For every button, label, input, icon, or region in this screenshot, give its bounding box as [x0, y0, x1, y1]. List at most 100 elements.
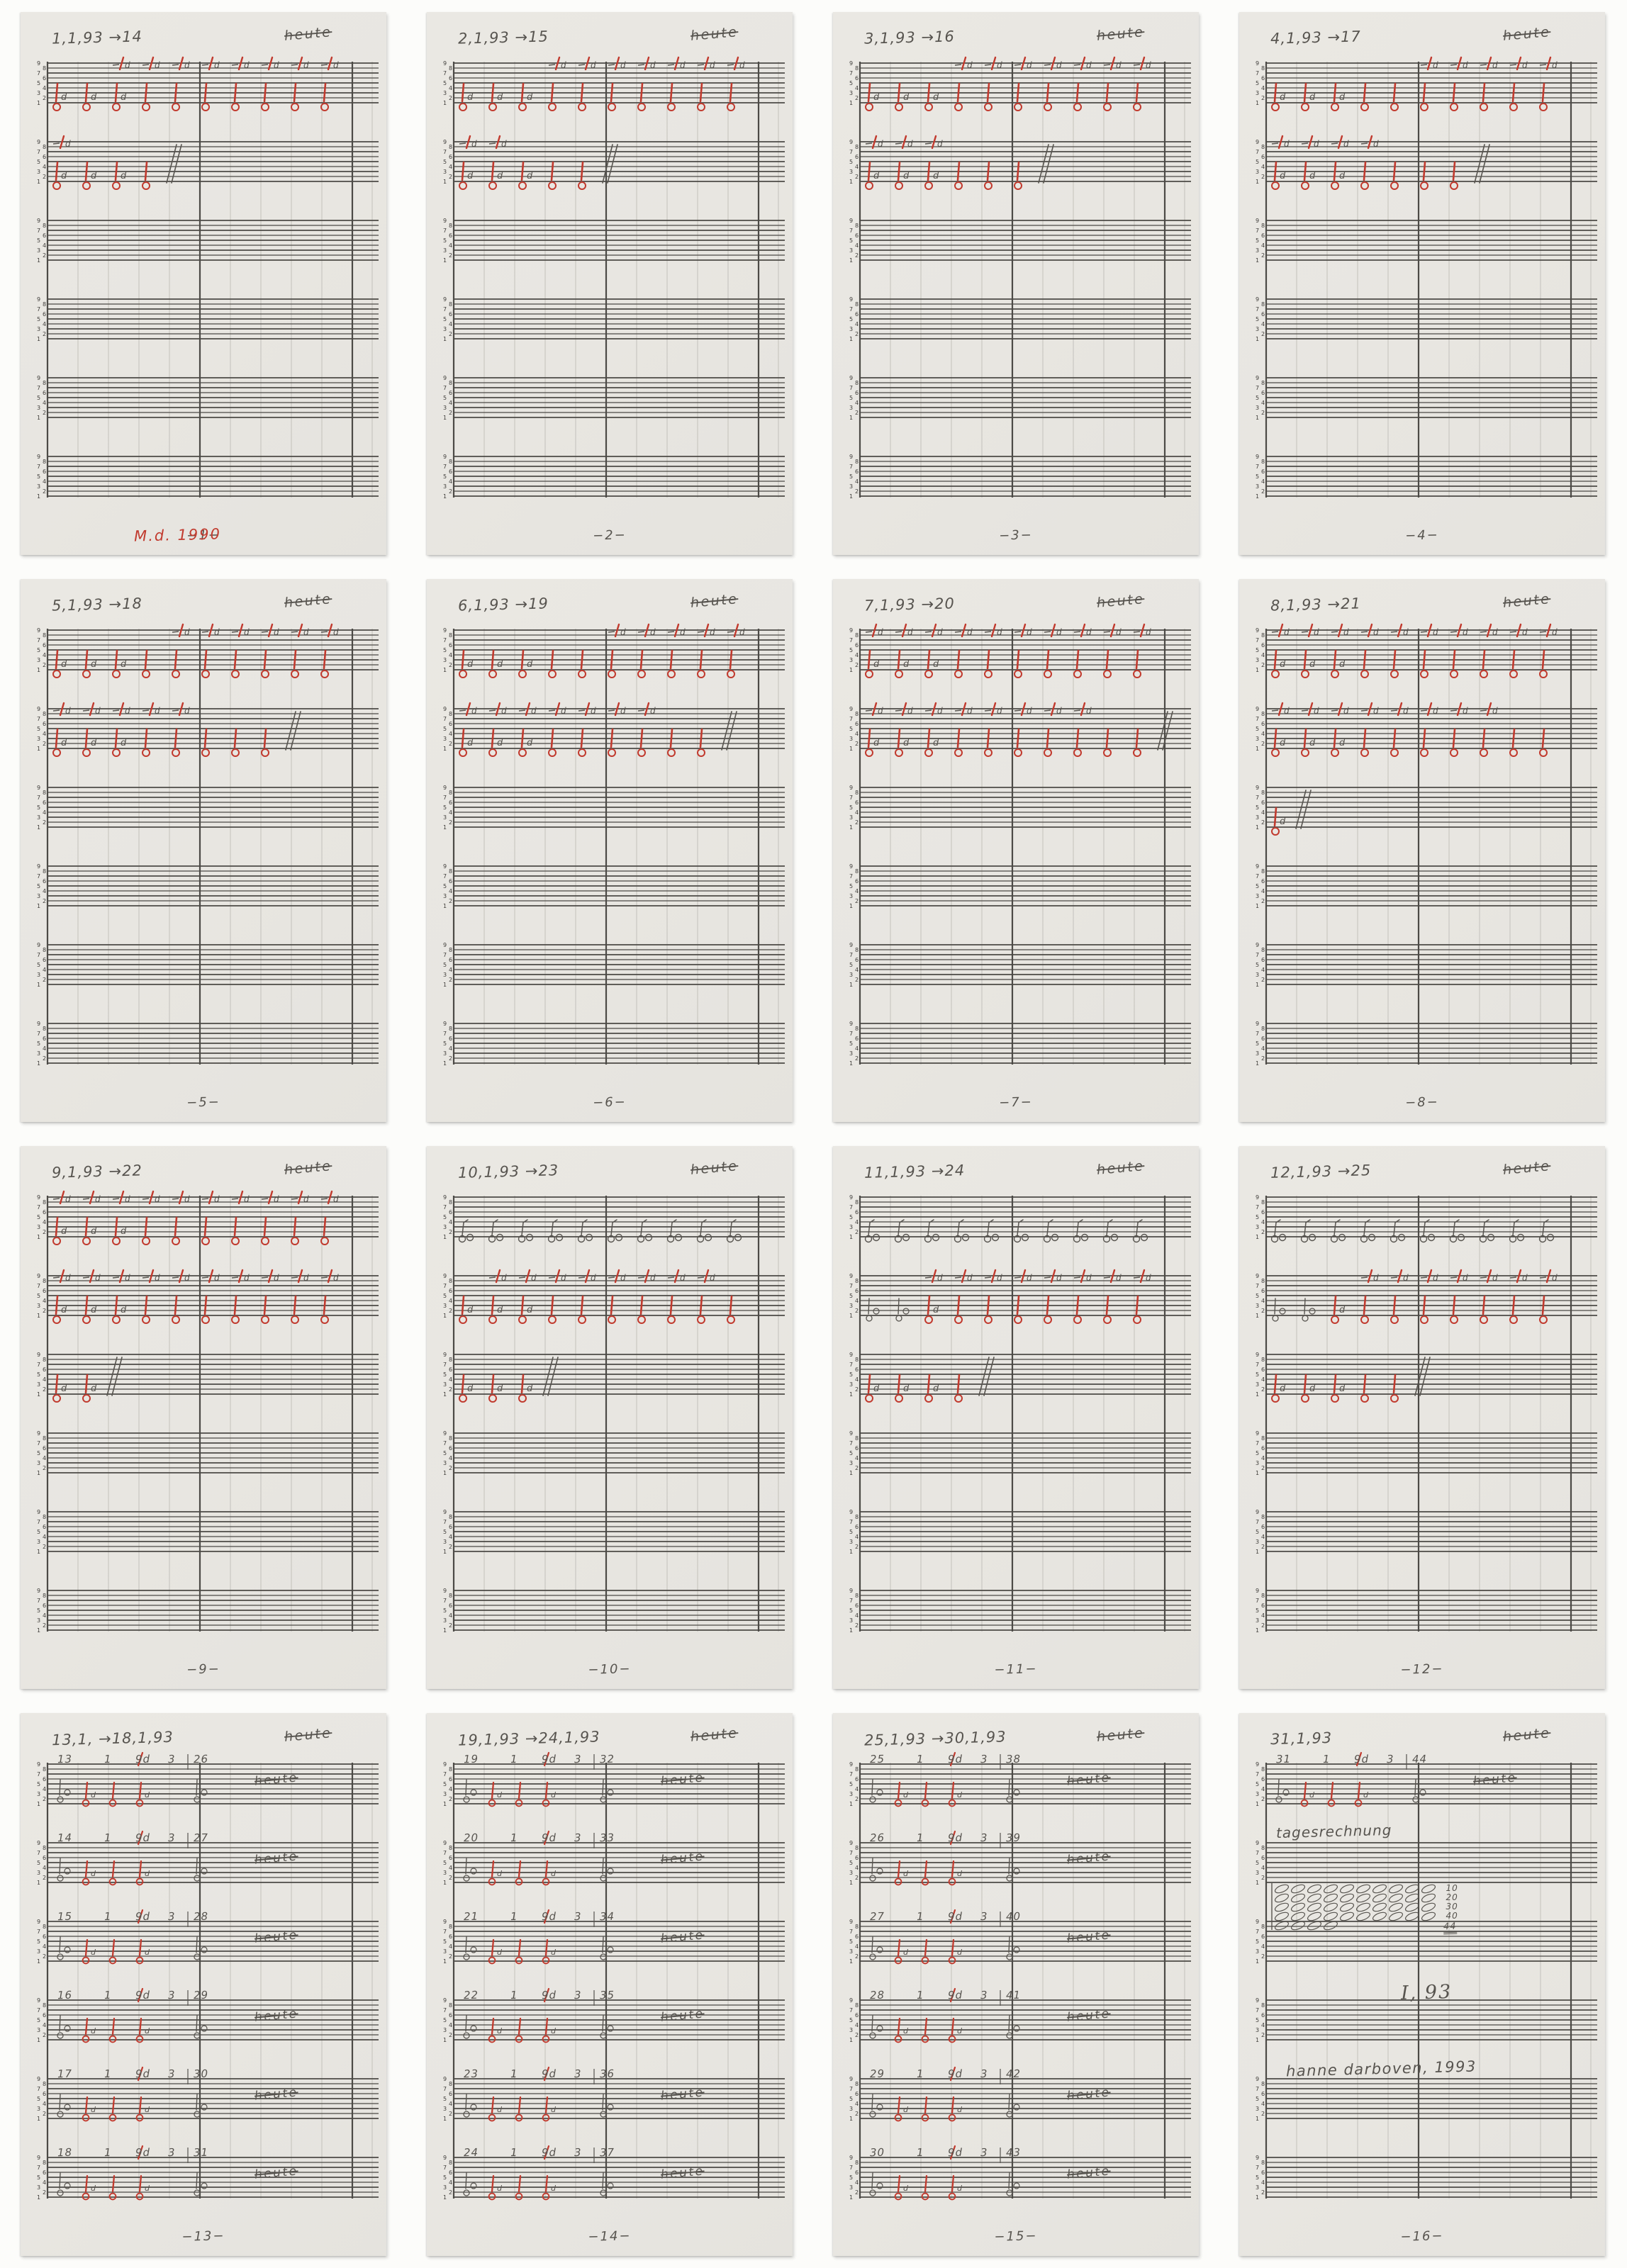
svg-text:4: 4: [43, 321, 46, 327]
svg-text:8: 8: [43, 947, 46, 953]
svg-text:2: 2: [449, 1055, 452, 1062]
svg-text:9: 9: [443, 1430, 447, 1437]
sheet-footer-page: −4−: [1404, 527, 1439, 544]
svg-text:5: 5: [443, 1607, 447, 1614]
svg-text:6: 6: [855, 232, 859, 239]
svg-text:1: 1: [443, 982, 447, 988]
svg-text:9: 9: [1256, 1761, 1259, 1768]
svg-text:5: 5: [37, 316, 40, 322]
svg-text:7: 7: [443, 1598, 447, 1604]
row-col-0: 28: [869, 1988, 885, 2002]
svg-text:1: 1: [1256, 1313, 1259, 1319]
svg-text:9: 9: [443, 706, 447, 712]
svg-text:d: d: [501, 139, 507, 149]
svg-text:6: 6: [1261, 1602, 1265, 1609]
svg-text:3: 3: [1256, 1050, 1259, 1057]
svg-text:d: d: [620, 60, 626, 70]
row-col-3: 3: [167, 1831, 176, 1845]
svg-text:5: 5: [443, 395, 447, 401]
svg-text:7: 7: [849, 1204, 853, 1211]
svg-text:d: d: [497, 659, 503, 670]
svg-text:7: 7: [1256, 385, 1259, 391]
svg-text:6: 6: [1261, 642, 1265, 649]
svg-text:d: d: [710, 1273, 715, 1283]
svg-text:4: 4: [855, 1612, 859, 1619]
svg-text:6: 6: [43, 232, 46, 239]
svg-text:3: 3: [849, 1791, 853, 1797]
row-col-4: 39: [1005, 1831, 1021, 1845]
svg-text:1: 1: [1256, 2116, 1259, 2122]
svg-text:5: 5: [37, 237, 40, 244]
staff-paper-svg: 9876543219876543219876543219876543219876…: [1256, 1194, 1597, 1634]
svg-text:5: 5: [443, 883, 447, 889]
svg-text:d: d: [91, 2026, 96, 2036]
svg-text:3: 3: [1256, 326, 1259, 332]
svg-text:d: d: [997, 627, 1002, 637]
svg-text:8: 8: [449, 1026, 452, 1032]
svg-text:d: d: [551, 2184, 557, 2193]
row-col-1: 1: [510, 2145, 518, 2160]
row-col-0: 22: [463, 1988, 479, 2002]
svg-text:1: 1: [849, 336, 853, 342]
svg-text:9: 9: [849, 218, 853, 224]
svg-text:1: 1: [443, 2194, 447, 2201]
svg-text:2: 2: [855, 2032, 859, 2038]
svg-text:5: 5: [1256, 1040, 1259, 1047]
svg-text:2: 2: [1261, 2111, 1265, 2117]
svg-text:d: d: [1309, 738, 1316, 748]
svg-text:4: 4: [855, 1298, 859, 1304]
svg-text:2: 2: [855, 662, 859, 668]
svg-text:9: 9: [443, 60, 447, 67]
svg-text:6: 6: [855, 642, 859, 649]
svg-text:4: 4: [1261, 731, 1265, 737]
svg-text:7: 7: [37, 1440, 40, 1447]
svg-text:9: 9: [849, 1588, 853, 1594]
svg-text:6: 6: [449, 1855, 452, 1861]
svg-text:9: 9: [37, 627, 40, 634]
row-col-2: 9d: [1353, 1752, 1369, 1766]
row-col-0: 30: [869, 2145, 885, 2160]
svg-text:d: d: [933, 171, 939, 181]
svg-text:9: 9: [1256, 1352, 1259, 1358]
svg-text:5: 5: [849, 647, 853, 653]
svg-text:d: d: [1056, 1273, 1062, 1283]
svg-text:7: 7: [443, 795, 447, 801]
tally-label-30: 30: [1446, 1902, 1458, 1911]
svg-text:2: 2: [43, 977, 46, 983]
notation-system: d d d d d d d d d: [52, 623, 339, 678]
svg-text:8: 8: [449, 380, 452, 386]
svg-text:1: 1: [1256, 1801, 1259, 1807]
svg-text:5: 5: [1256, 1938, 1259, 1945]
svg-text:1: 1: [443, 415, 447, 421]
svg-text:8: 8: [449, 711, 452, 717]
svg-text:2: 2: [855, 252, 859, 259]
row-col-3: 3: [574, 2145, 582, 2160]
svg-text:8: 8: [855, 1514, 859, 1520]
svg-text:2: 2: [449, 977, 452, 983]
svg-text:4: 4: [43, 1534, 46, 1540]
svg-text:4: 4: [43, 1298, 46, 1304]
svg-text:4: 4: [855, 1376, 859, 1383]
svg-text:2: 2: [43, 1622, 46, 1629]
svg-text:8: 8: [855, 2081, 859, 2087]
svg-text:2: 2: [1261, 331, 1265, 337]
row-col-4: 40: [1005, 1909, 1021, 1924]
svg-text:7: 7: [443, 385, 447, 391]
svg-text:d: d: [1363, 1790, 1369, 1800]
svg-text:7: 7: [1256, 1283, 1259, 1289]
svg-text:1: 1: [37, 1470, 40, 1476]
svg-text:7: 7: [443, 1283, 447, 1289]
svg-text:4: 4: [855, 85, 859, 91]
svg-text:5: 5: [849, 1371, 853, 1378]
svg-text:5: 5: [37, 1938, 40, 1945]
svg-text:2: 2: [855, 977, 859, 983]
svg-text:d: d: [1027, 60, 1032, 70]
row-col-0: 19: [463, 1752, 479, 1766]
svg-text:4: 4: [855, 2179, 859, 2186]
svg-text:2: 2: [1261, 898, 1265, 904]
